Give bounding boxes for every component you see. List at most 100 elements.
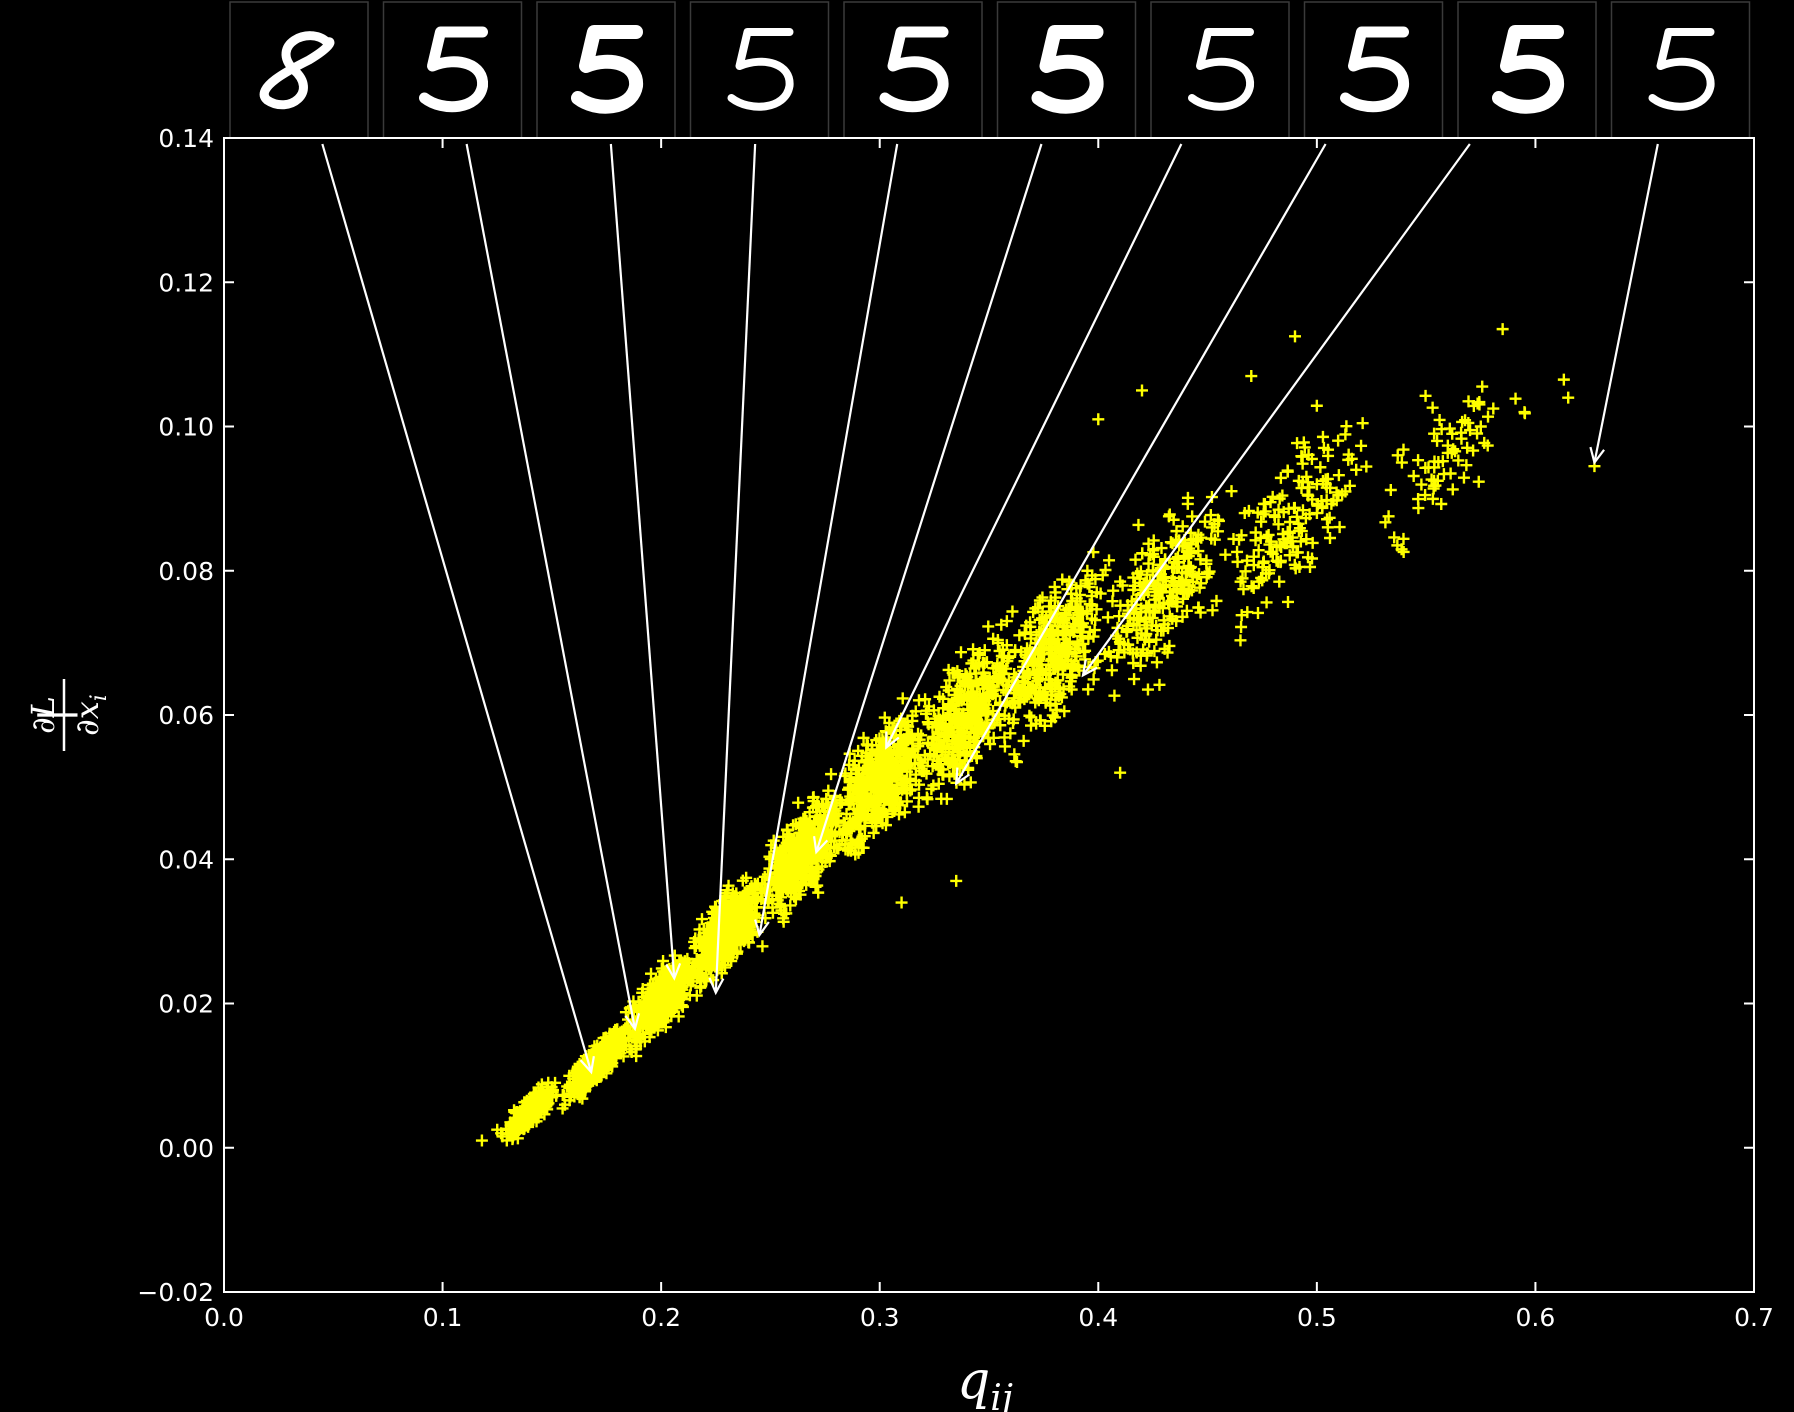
data-point: [1130, 646, 1143, 659]
data-point: [1274, 471, 1287, 484]
data-point: [954, 646, 967, 659]
data-point: [1290, 510, 1303, 523]
data-point: [764, 878, 777, 891]
data-point: [954, 689, 967, 702]
data-point: [876, 817, 889, 830]
data-point: [918, 765, 931, 778]
data-point: [964, 776, 977, 789]
data-point: [676, 1000, 689, 1013]
arrow-head: [1081, 659, 1098, 678]
data-point: [848, 754, 861, 767]
data-point: [852, 761, 865, 774]
data-point: [1471, 397, 1484, 410]
data-point: [622, 1026, 635, 1039]
x-tick-label: 0.4: [1078, 1303, 1118, 1332]
data-point: [604, 1059, 617, 1072]
data-point: [930, 739, 943, 752]
data-point: [779, 860, 792, 873]
data-point: [741, 931, 754, 944]
data-point: [969, 660, 982, 673]
data-point: [1048, 580, 1061, 593]
data-point: [1461, 441, 1474, 454]
data-point: [673, 974, 686, 987]
data-point: [949, 740, 962, 753]
axes: 0.0 0.1 0.2 0.3 0.4 0.5 0.6 0.7 0.14 0.12 0.10 0.08…: [137, 124, 1774, 1332]
data-point: [1311, 497, 1324, 510]
data-point: [956, 674, 969, 687]
data-point: [943, 698, 956, 711]
data-point: [1023, 709, 1036, 722]
data-point: [843, 820, 856, 833]
data-point: [1082, 683, 1095, 696]
svg-text:|: |: [32, 708, 78, 721]
data-point: [1445, 446, 1458, 459]
data-point: [934, 763, 947, 776]
y-tick-label: 0.10: [158, 413, 214, 442]
y-tick-label: 0.14: [158, 124, 214, 153]
data-point: [958, 778, 971, 791]
data-point: [1089, 573, 1102, 586]
data-point: [1487, 402, 1500, 415]
data-point: [1192, 601, 1205, 614]
data-point: [1146, 612, 1159, 625]
data-point: [1166, 612, 1179, 625]
data-point: [1292, 474, 1305, 487]
data-point: [1149, 598, 1162, 611]
data-point: [1204, 509, 1217, 522]
data-point: [716, 895, 729, 908]
data-point: [966, 708, 979, 721]
y-tick-label: 0.02: [158, 990, 214, 1019]
data-point: [1260, 596, 1273, 609]
data-point: [1137, 643, 1150, 656]
data-point: [1391, 449, 1404, 462]
data-point: [1066, 659, 1079, 672]
data-point: [530, 1105, 543, 1118]
data-point: [864, 773, 877, 786]
data-point: [740, 871, 753, 884]
data-point: [1025, 686, 1038, 699]
data-point: [1036, 612, 1049, 625]
data-point: [1049, 697, 1062, 710]
data-point: [926, 760, 939, 773]
data-point: [675, 958, 688, 971]
data-point: [901, 760, 914, 773]
x-tick-label: 0.6: [1516, 1303, 1556, 1332]
data-point: [600, 1047, 613, 1060]
data-point: [748, 907, 761, 920]
data-point: [1452, 454, 1465, 467]
data-point: [1165, 590, 1178, 603]
data-point: [1064, 601, 1077, 614]
data-point: [1462, 395, 1475, 408]
data-point: [660, 1009, 673, 1022]
data-point: [1150, 656, 1163, 669]
data-point: [644, 979, 657, 992]
data-point: [692, 954, 705, 967]
data-point: [1130, 624, 1143, 637]
data-point: [1288, 558, 1301, 571]
data-point: [1104, 650, 1117, 663]
data-point: [1136, 384, 1148, 397]
data-point: [821, 835, 834, 848]
annotation-arrow: [714, 143, 757, 993]
data-point: [1266, 490, 1279, 503]
data-point: [1496, 323, 1509, 336]
data-point: [829, 828, 842, 841]
annotation-arrow: [609, 143, 676, 979]
data-point: [1083, 625, 1096, 638]
data-point: [1395, 456, 1408, 469]
data-point: [1345, 452, 1358, 465]
data-point: [1010, 756, 1023, 769]
data-point: [1147, 606, 1160, 619]
data-point: [1384, 483, 1397, 496]
data-point: [935, 792, 948, 805]
data-point: [789, 818, 802, 831]
data-point: [1174, 583, 1187, 596]
data-point: [657, 955, 670, 968]
data-point: [541, 1098, 554, 1111]
data-point: [1198, 515, 1211, 528]
data-point: [623, 1043, 636, 1056]
data-point: [1118, 646, 1131, 659]
data-point: [1509, 392, 1522, 405]
data-point: [1018, 693, 1031, 706]
